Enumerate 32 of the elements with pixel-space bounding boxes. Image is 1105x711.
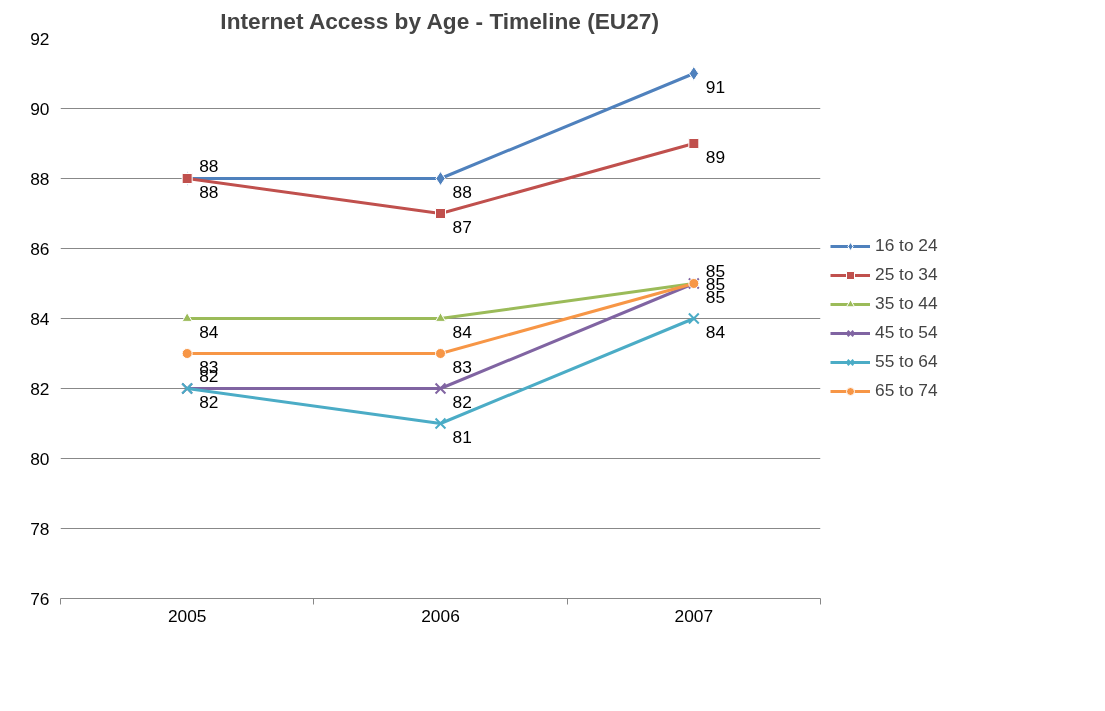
chart-title: Internet Access by Age - Timeline (EU27) (220, 7, 659, 34)
y-tick-label: 78 (30, 518, 50, 539)
legend-label: 35 to 44 (875, 293, 938, 314)
x-tick-label: 2005 (167, 605, 207, 626)
data-label: 91 (705, 76, 726, 97)
data-label: 84 (199, 321, 219, 342)
data-label: 81 (452, 426, 472, 447)
legend-label: 45 to 54 (875, 322, 938, 343)
y-tick-label: 82 (30, 378, 50, 399)
data-label: 83 (452, 356, 472, 377)
legend-label: 65 to 74 (875, 380, 938, 401)
data-label: 84 (705, 321, 726, 342)
y-tick-label: 86 (30, 238, 50, 259)
x-tick-label: 2006 (421, 605, 460, 626)
y-tick-label: 92 (30, 28, 50, 49)
legend-label: 25 to 34 (875, 264, 938, 285)
data-label: 82 (452, 391, 472, 412)
data-label: 87 (452, 216, 472, 237)
y-tick-label: 84 (30, 308, 50, 329)
y-tick-label: 88 (30, 168, 50, 189)
y-tick-label: 76 (30, 588, 50, 609)
data-label: 89 (705, 146, 726, 167)
legend-label: 16 to 24 (875, 235, 938, 256)
y-tick-label: 90 (30, 98, 50, 119)
data-label: 88 (199, 181, 219, 202)
x-tick-label: 2007 (674, 605, 714, 626)
data-label: 88 (199, 155, 219, 176)
data-label: 84 (452, 321, 473, 342)
legend-label: 55 to 64 (875, 351, 938, 372)
data-label: 88 (452, 181, 472, 202)
data-label: 82 (199, 391, 219, 412)
y-tick-label: 80 (30, 448, 50, 469)
